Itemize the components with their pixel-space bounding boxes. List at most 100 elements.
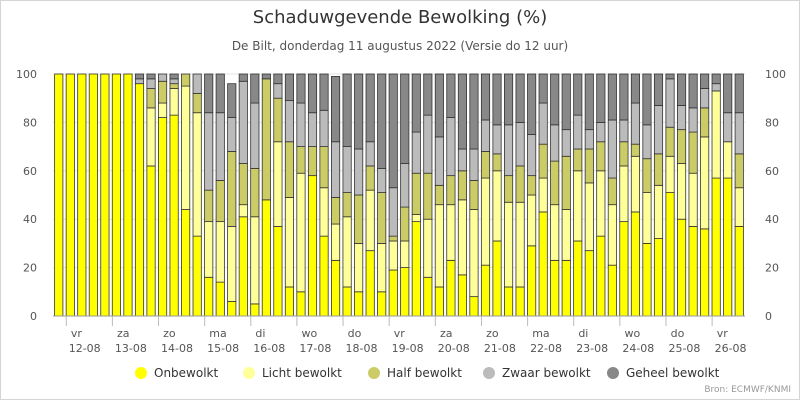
- bar-segment-onbewolkt: [607, 264, 617, 317]
- bar-segment-zwaar-bewolkt: [411, 131, 421, 174]
- bar-segment-geheel-bewolkt: [446, 73, 456, 118]
- x-tick-date: 26-08: [715, 342, 747, 355]
- bar-segment-licht-bewolkt: [331, 223, 341, 261]
- bar-segment-zwaar-bewolkt: [423, 114, 433, 174]
- bar-segment-licht-bewolkt: [723, 141, 733, 179]
- bar-segment-half-bewolkt: [169, 83, 179, 89]
- bar-segment-zwaar-bewolkt: [734, 112, 744, 155]
- bar-segment-zwaar-bewolkt: [296, 102, 306, 148]
- bar-segment-half-bewolkt: [227, 151, 237, 227]
- bar-segment-zwaar-bewolkt: [619, 119, 629, 143]
- bar-segment-onbewolkt: [88, 73, 98, 317]
- bar-segment-licht-bewolkt: [204, 221, 214, 278]
- bar-segment-licht-bewolkt: [584, 182, 594, 252]
- bar-segment-half-bewolkt: [192, 92, 202, 114]
- bar-segment-licht-bewolkt: [480, 177, 491, 266]
- bar-segment-half-bewolkt: [250, 167, 260, 218]
- bar-segment-onbewolkt: [273, 226, 283, 317]
- legend-label: Onbewolkt: [154, 366, 218, 380]
- bar-segment-licht-bewolkt: [158, 102, 168, 118]
- bar-segment-onbewolkt: [434, 286, 444, 317]
- bar-segment-onbewolkt: [711, 177, 721, 317]
- bar-segment-zwaar-bewolkt: [561, 129, 571, 157]
- bar-segment-onbewolkt: [377, 291, 387, 317]
- x-tick-day: vr: [717, 327, 729, 340]
- bar-segment-onbewolkt: [134, 83, 145, 317]
- bar-segment-geheel-bewolkt: [607, 73, 617, 121]
- bar-segment-zwaar-bewolkt: [192, 73, 202, 94]
- bar-segment-onbewolkt: [700, 228, 710, 317]
- bar-segment-zwaar-bewolkt: [550, 124, 560, 162]
- bar-segment-geheel-bewolkt: [238, 73, 248, 82]
- bar-segment-onbewolkt: [665, 192, 675, 317]
- bar-segment-half-bewolkt: [181, 73, 191, 87]
- bar-segment-onbewolkt: [723, 177, 733, 317]
- bar-segment-onbewolkt: [65, 73, 75, 317]
- bar-segment-licht-bewolkt: [607, 204, 617, 266]
- bar-segment-zwaar-bewolkt: [584, 129, 594, 150]
- legend-label: Geheel bewolkt: [626, 366, 720, 380]
- y-tick-label-right: 40: [765, 213, 779, 226]
- bar-segment-zwaar-bewolkt: [492, 124, 502, 155]
- bar-segment-geheel-bewolkt: [688, 73, 698, 109]
- bar-segment-half-bewolkt: [331, 197, 341, 225]
- bar-segment-licht-bewolkt: [573, 170, 583, 242]
- legend-marker: [135, 367, 147, 379]
- bar-segment-half-bewolkt: [204, 189, 214, 223]
- bar-segment-geheel-bewolkt: [434, 73, 444, 138]
- bar-segment-geheel-bewolkt: [400, 73, 410, 164]
- bar-segment-half-bewolkt: [434, 184, 444, 206]
- bar-segment-onbewolkt: [538, 211, 548, 317]
- x-tick-date: 15-08: [207, 342, 239, 355]
- bar-segment-onbewolkt: [215, 281, 225, 317]
- bar-segment-zwaar-bewolkt: [377, 167, 387, 193]
- bar-segment-zwaar-bewolkt: [653, 105, 664, 155]
- bar-segment-onbewolkt: [642, 242, 652, 317]
- bar-segment-half-bewolkt: [307, 146, 318, 177]
- bar-segment-geheel-bewolkt: [538, 73, 548, 104]
- bar-segment-onbewolkt: [77, 73, 87, 317]
- bar-segment-onbewolkt: [54, 73, 64, 317]
- bar-segment-licht-bewolkt: [596, 170, 606, 237]
- y-tick-label-right: 0: [765, 310, 772, 323]
- x-tick-day: vr: [394, 327, 406, 340]
- bar-segment-licht-bewolkt: [250, 216, 260, 305]
- x-tick-day: ma: [532, 327, 549, 340]
- bar-segment-onbewolkt: [653, 238, 664, 317]
- x-tick-date: 20-08: [438, 342, 470, 355]
- bar-segment-half-bewolkt: [665, 126, 675, 157]
- bar-segment-zwaar-bewolkt: [134, 78, 145, 85]
- bar-segment-zwaar-bewolkt: [158, 73, 168, 82]
- x-tick-day: ma: [209, 327, 226, 340]
- x-tick-day: do: [348, 327, 362, 340]
- bar-segment-zwaar-bewolkt: [284, 100, 294, 143]
- bar-segment-zwaar-bewolkt: [400, 163, 410, 208]
- x-tick-date: 19-08: [392, 342, 424, 355]
- bar-segment-half-bewolkt: [296, 146, 306, 174]
- y-tick-label-left: 20: [23, 262, 37, 275]
- bar-segment-onbewolkt: [169, 114, 179, 317]
- bar-segment-zwaar-bewolkt: [354, 148, 364, 196]
- bar-segment-geheel-bewolkt: [411, 73, 421, 133]
- bar-segment-licht-bewolkt: [469, 209, 479, 298]
- bar-segment-geheel-bewolkt: [711, 73, 721, 85]
- bar-segment-onbewolkt: [365, 250, 375, 317]
- bar-segment-licht-bewolkt: [504, 201, 514, 288]
- bar-segment-licht-bewolkt: [342, 216, 352, 288]
- bar-segment-half-bewolkt: [573, 148, 583, 172]
- bar-segment-onbewolkt: [284, 286, 294, 317]
- x-tick-day: wo: [624, 327, 640, 340]
- bar-segment-geheel-bewolkt: [284, 73, 294, 102]
- y-tick-label-right: 80: [765, 116, 779, 129]
- bar-segment-licht-bewolkt: [192, 112, 202, 237]
- bar-segment-onbewolkt: [515, 286, 525, 317]
- bar-segment-licht-bewolkt: [284, 197, 294, 288]
- bar-segment-half-bewolkt: [619, 141, 629, 167]
- bar-segment-onbewolkt: [469, 296, 479, 317]
- bar-segment-zwaar-bewolkt: [319, 109, 329, 148]
- x-tick-day: zo: [486, 327, 499, 340]
- bar-segment-zwaar-bewolkt: [573, 114, 583, 150]
- bar-segment-zwaar-bewolkt: [504, 124, 514, 177]
- x-tick-date: 24-08: [622, 342, 654, 355]
